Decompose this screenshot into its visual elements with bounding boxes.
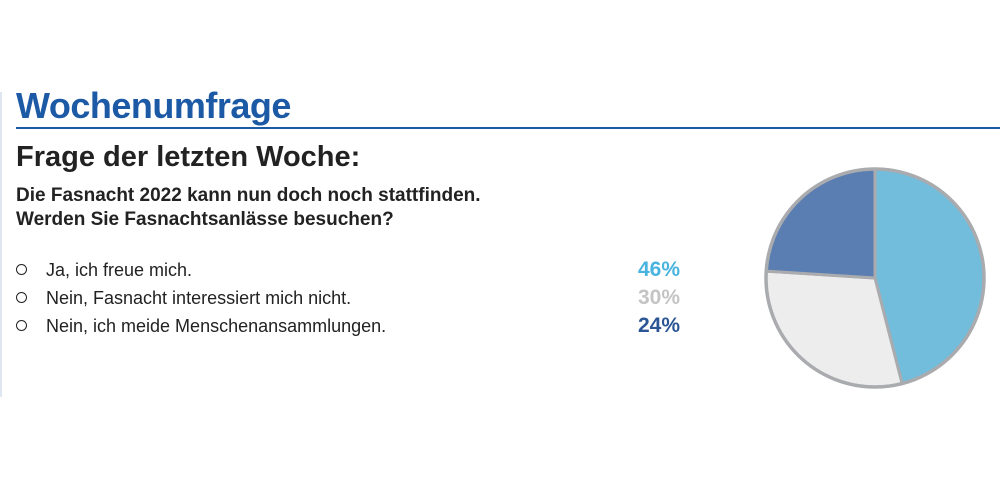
answer-option-nein-menschen[interactable]: Nein, ich meide Menschenansammlungen. 24…	[16, 314, 680, 342]
section-title: Wochenumfrage	[16, 85, 291, 126]
radio-button-icon[interactable]	[16, 320, 27, 331]
answer-percentage: 46%	[637, 258, 680, 281]
pie-outline	[764, 167, 986, 389]
answer-option-nein-interesse[interactable]: Nein, Fasnacht interessiert mich nicht. …	[16, 286, 680, 314]
question-text-line-2: Werden Sie Fasnachtsanlässe besuchen?	[16, 209, 394, 230]
answer-percentage: 24%	[637, 314, 680, 337]
radio-button-icon[interactable]	[16, 292, 27, 303]
answer-label: Ja, ich freue mich.	[46, 260, 193, 280]
answer-label: Nein, Fasnacht interessiert mich nicht.	[46, 288, 352, 308]
question-heading: Frage der letzten Woche:	[16, 141, 361, 173]
answer-option-ja[interactable]: Ja, ich freue mich. 46%	[16, 258, 680, 286]
title-divider	[16, 127, 1000, 129]
pie-chart	[764, 167, 986, 389]
panel-edge-line	[0, 92, 2, 397]
answer-label: Nein, ich meide Menschenansammlungen.	[46, 316, 387, 336]
radio-button-icon[interactable]	[16, 264, 27, 275]
question-text-line-1: Die Fasnacht 2022 kann nun doch noch sta…	[16, 185, 481, 206]
answer-percentage: 30%	[637, 286, 680, 309]
